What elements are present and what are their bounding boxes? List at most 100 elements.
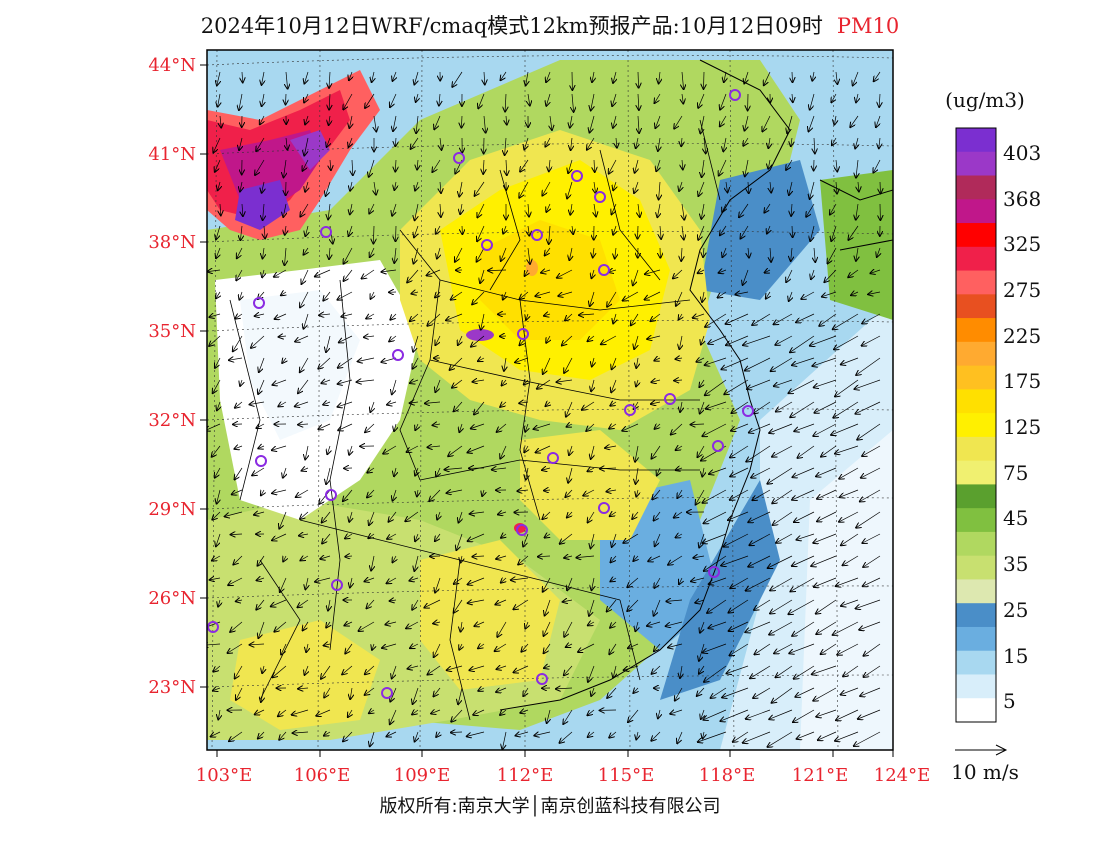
map-field bbox=[207, 50, 893, 750]
wind-arrow bbox=[263, 247, 265, 258]
wind-arrow bbox=[451, 291, 463, 300]
wind-arrow bbox=[744, 71, 748, 83]
wind-arrow bbox=[345, 534, 353, 539]
wind-arrow bbox=[705, 379, 727, 395]
wind-arrow bbox=[746, 709, 771, 719]
wind-arrow bbox=[600, 468, 617, 469]
wind-arrow bbox=[748, 555, 771, 567]
wind-arrow bbox=[743, 137, 748, 146]
wind-arrow bbox=[393, 71, 397, 81]
wind-arrow bbox=[263, 203, 264, 220]
wind-arrow bbox=[326, 622, 330, 628]
wind-arrow bbox=[365, 665, 375, 674]
wind-arrow bbox=[525, 621, 528, 629]
wind-arrow bbox=[410, 402, 419, 403]
wind-arrow bbox=[328, 203, 330, 219]
wind-arrow bbox=[681, 247, 682, 261]
wind-arrow bbox=[656, 159, 660, 171]
wind-arrow bbox=[544, 490, 551, 491]
wind-arrow bbox=[216, 533, 221, 546]
wind-arrow bbox=[393, 115, 396, 131]
wind-arrow bbox=[506, 159, 507, 175]
wind-arrow bbox=[259, 357, 265, 372]
wind-arrow bbox=[367, 468, 375, 473]
wind-arrow bbox=[372, 643, 374, 650]
wind-arrow bbox=[326, 467, 331, 484]
lat-labels: 44°N 41°N 38°N 35°N 32°N 29°N 26°N 23°N bbox=[148, 55, 207, 698]
wind-arrow bbox=[607, 291, 617, 307]
wind-arrow bbox=[862, 533, 881, 543]
wind-reference-arrowhead bbox=[995, 744, 1008, 756]
wind-arrow bbox=[410, 313, 419, 321]
wind-arrow bbox=[792, 225, 793, 237]
wind-arrow bbox=[592, 357, 594, 366]
wind-arrow bbox=[304, 137, 309, 156]
colorbar-swatch bbox=[956, 151, 996, 177]
wind-arrow bbox=[459, 511, 463, 523]
wind-arrow bbox=[699, 379, 704, 387]
wind-arrow bbox=[774, 379, 793, 386]
wind-arrow bbox=[591, 93, 594, 110]
wind-arrow bbox=[696, 489, 705, 505]
wind-arrow bbox=[454, 401, 463, 411]
wind-arrow bbox=[349, 71, 352, 80]
lon-label: 124°E bbox=[874, 765, 931, 786]
wind-arrow bbox=[676, 468, 683, 470]
wind-arrow bbox=[395, 137, 396, 146]
colorbar-swatches bbox=[956, 128, 996, 723]
wind-arrow bbox=[728, 511, 749, 520]
wind-arrow bbox=[568, 159, 572, 173]
wind-arrow bbox=[700, 401, 705, 414]
wind-arrow bbox=[564, 621, 573, 637]
wind-arrow bbox=[606, 490, 617, 492]
wind-arrow bbox=[451, 732, 463, 733]
wind-arrow bbox=[549, 159, 550, 171]
wind-arrow bbox=[545, 599, 551, 616]
colorbar-label: 45 bbox=[1003, 506, 1028, 530]
wind-arrow bbox=[735, 292, 749, 295]
wind-arrow bbox=[588, 511, 595, 523]
wind-arrow bbox=[591, 445, 594, 459]
wind-arrow bbox=[349, 225, 352, 236]
wind-arrow bbox=[657, 203, 660, 217]
wind-arrow bbox=[578, 643, 595, 652]
wind-arrow bbox=[801, 291, 815, 299]
wind-arrow bbox=[558, 291, 573, 296]
wind-arrow bbox=[550, 115, 552, 130]
wind-arrow bbox=[751, 467, 771, 478]
wind-arrow bbox=[610, 621, 617, 628]
wind-arrow bbox=[682, 225, 684, 240]
wind-arrow bbox=[792, 621, 815, 636]
wind-arrow bbox=[609, 731, 617, 738]
wind-arrow bbox=[428, 665, 441, 675]
wind-arrow bbox=[367, 489, 375, 497]
wind-arrow bbox=[770, 181, 771, 193]
wind-arrow bbox=[497, 666, 507, 669]
wind-arrow bbox=[415, 533, 418, 541]
wind-arrow bbox=[718, 291, 727, 298]
wind-arrow bbox=[286, 93, 287, 104]
wind-arrow bbox=[329, 115, 330, 125]
wind-arrow bbox=[588, 468, 595, 471]
wind-arrow bbox=[556, 688, 573, 689]
wind-arrow bbox=[273, 379, 287, 385]
wind-arrow bbox=[764, 71, 771, 85]
wind-arrow bbox=[786, 159, 793, 170]
colorbar-swatch bbox=[956, 389, 996, 414]
wind-arrow bbox=[534, 732, 551, 736]
wind-arrow bbox=[634, 181, 638, 193]
wind-arrow bbox=[414, 225, 418, 237]
wind-arrow bbox=[460, 203, 462, 214]
wind-arrow bbox=[789, 643, 815, 653]
wind-arrow bbox=[300, 556, 309, 560]
wind-arrow bbox=[387, 732, 397, 737]
wind-arrow bbox=[636, 379, 638, 386]
wind-arrow bbox=[213, 379, 221, 393]
wind-arrow bbox=[856, 599, 881, 609]
wind-arrow bbox=[655, 533, 661, 546]
wind-arrow bbox=[345, 643, 353, 654]
wind-arrow bbox=[730, 445, 749, 458]
wind-arrow bbox=[357, 380, 375, 382]
colorbar-swatch bbox=[956, 128, 996, 153]
wind-arrow bbox=[798, 445, 815, 458]
